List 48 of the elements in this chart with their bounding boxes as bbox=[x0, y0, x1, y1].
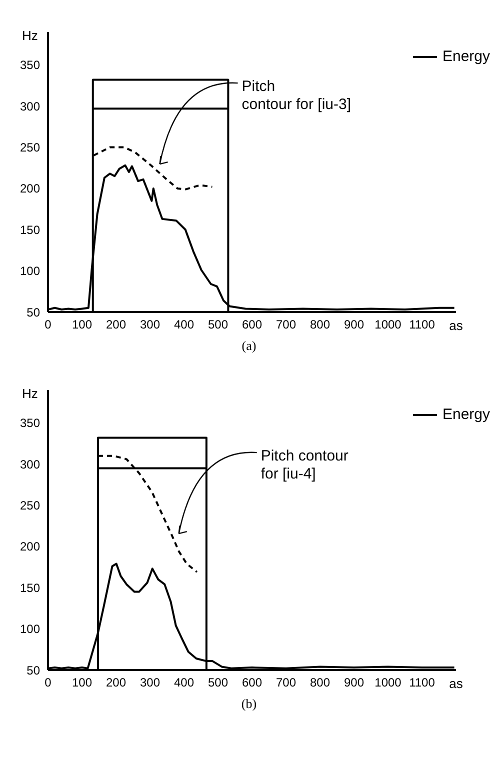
x-tick-label: 700 bbox=[276, 318, 296, 332]
x-axis-title: as bbox=[449, 676, 464, 691]
y-tick-label: 250 bbox=[20, 498, 40, 513]
legend-label: Energy bbox=[442, 48, 490, 65]
y-tick-label: 200 bbox=[20, 540, 40, 554]
y-tick-label: 50 bbox=[26, 305, 40, 320]
text: (b) bbox=[240, 696, 258, 712]
x-tick-label: 800 bbox=[310, 676, 330, 690]
x-tick-label: 1000 bbox=[374, 318, 402, 332]
y-tick-label: 300 bbox=[20, 99, 40, 114]
y-tick-label: 350 bbox=[20, 58, 40, 72]
y-tick-label: 300 bbox=[20, 457, 40, 472]
annotation: Pitch contour for [iu-4] bbox=[260, 448, 348, 483]
x-tick-label: 300 bbox=[140, 676, 160, 690]
x-tick-label: 1100 bbox=[409, 676, 436, 690]
x-tick-label: 500 bbox=[208, 676, 228, 690]
x-tick-label: 600 bbox=[242, 318, 262, 332]
y-tick-label: 50 bbox=[26, 663, 40, 678]
x-tick-label: 800 bbox=[310, 318, 330, 332]
y-tick-label: 250 bbox=[20, 140, 40, 155]
x-tick-label: 300 bbox=[140, 318, 160, 332]
y-axis-title: Hz bbox=[22, 386, 38, 401]
text: (a) bbox=[240, 338, 258, 354]
x-tick-label: 400 bbox=[174, 676, 194, 690]
x-tick-label: 1100 bbox=[409, 318, 436, 332]
x-tick-label: 500 bbox=[208, 318, 228, 332]
x-tick-label: 0 bbox=[44, 676, 52, 690]
x-tick-label: 200 bbox=[106, 676, 126, 690]
y-tick-label: 150 bbox=[20, 580, 40, 595]
y-tick-label: 350 bbox=[20, 416, 40, 430]
x-tick-label: 200 bbox=[106, 318, 126, 332]
x-tick-label: 1000 bbox=[374, 676, 402, 690]
x-tick-label: 900 bbox=[344, 676, 364, 690]
x-tick-label: 100 bbox=[72, 676, 92, 690]
y-tick-label: 150 bbox=[20, 222, 40, 237]
x-tick-label: 700 bbox=[276, 676, 296, 690]
x-tick-label: 0 bbox=[44, 318, 52, 332]
x-tick-label: 900 bbox=[344, 318, 364, 332]
x-tick-label: 100 bbox=[72, 318, 92, 332]
y-tick-label: 200 bbox=[20, 182, 40, 196]
x-axis-title: as bbox=[449, 318, 464, 333]
legend-label: Energy bbox=[442, 406, 490, 423]
y-tick-label: 100 bbox=[20, 264, 40, 278]
annotation: Pitch contour for [iu-3] bbox=[242, 78, 352, 114]
x-tick-label: 400 bbox=[174, 318, 194, 332]
y-axis-title: Hz bbox=[22, 28, 38, 43]
y-tick-label: 100 bbox=[20, 622, 40, 636]
x-tick-label: 600 bbox=[242, 676, 262, 690]
